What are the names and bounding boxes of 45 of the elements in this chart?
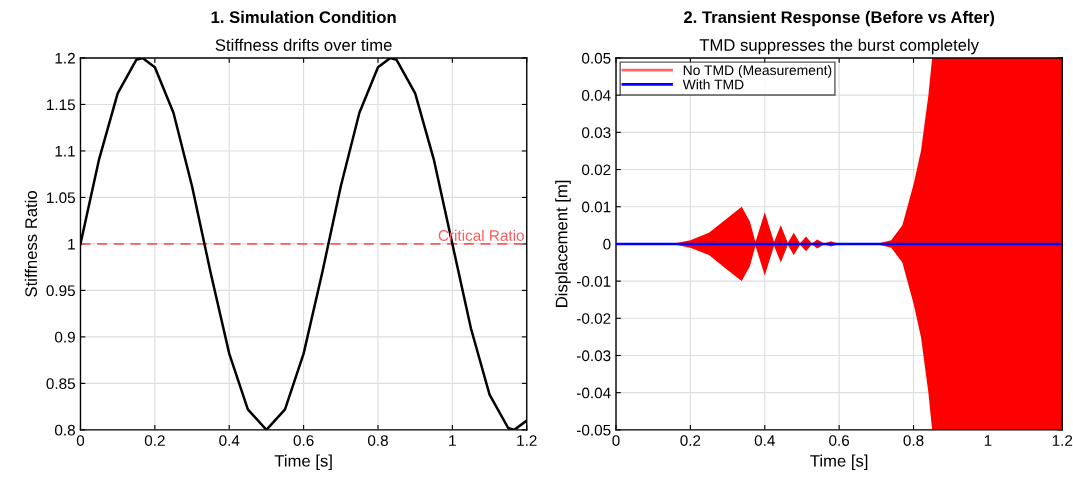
y-tick-label: 0.9 bbox=[54, 331, 75, 343]
x-tick-label: 0 bbox=[76, 435, 85, 446]
x-tick-label: 1.2 bbox=[1052, 435, 1073, 446]
x-tick-label: 0.6 bbox=[829, 435, 850, 446]
x-axis-title: Time [s] bbox=[274, 454, 332, 471]
x-tick-label: 0.8 bbox=[367, 435, 388, 446]
y-tick-label: 0.95 bbox=[46, 285, 75, 297]
x-tick-label: 0.2 bbox=[144, 435, 165, 446]
y-tick-label: 1.1 bbox=[55, 145, 75, 157]
y-tick-label: 1.2 bbox=[55, 52, 75, 64]
y-tick-label: 0.85 bbox=[46, 378, 75, 390]
y-tick-label: 0.05 bbox=[582, 52, 611, 64]
y-tick-label: 0.03 bbox=[582, 127, 611, 139]
y-tick-label: 0.01 bbox=[582, 201, 611, 213]
y-tick-label: -0.02 bbox=[577, 313, 611, 324]
y-axis-title: Stiffness Ratio bbox=[24, 191, 38, 297]
y-tick-label: 0.8 bbox=[54, 424, 75, 436]
x-tick-label: 0.4 bbox=[754, 435, 775, 446]
y-tick-label: -0.05 bbox=[577, 424, 611, 436]
chart-subtitle: TMD suppresses the burst completely bbox=[699, 38, 979, 55]
y-tick-label: -0.03 bbox=[577, 350, 611, 362]
x-tick-label: 0.6 bbox=[293, 435, 314, 446]
y-tick-label: -0.04 bbox=[577, 387, 611, 399]
x-tick-label: 1 bbox=[449, 435, 456, 446]
y-tick-label: 1 bbox=[68, 238, 75, 250]
x-tick-label: 0.4 bbox=[219, 435, 240, 446]
legend-label: With TMD bbox=[682, 79, 744, 90]
x-axis-title: Time [s] bbox=[810, 454, 868, 471]
chart-title: 1. Simulation Condition bbox=[211, 10, 396, 24]
x-tick-label: 0 bbox=[612, 435, 620, 446]
x-tick-label: 1 bbox=[984, 435, 992, 446]
x-tick-label: 0.2 bbox=[680, 435, 701, 446]
chart-title: 2. Transient Response (Before vs After) bbox=[683, 10, 995, 27]
legend-label: No TMD (Measurement) bbox=[683, 64, 832, 78]
y-tick-label: 1.15 bbox=[47, 99, 75, 111]
y-axis-title: Displacement [m] bbox=[555, 180, 571, 307]
y-tick-label: 1.05 bbox=[47, 192, 75, 204]
y-tick-label: 0.02 bbox=[582, 164, 611, 176]
y-tick-label: 0.04 bbox=[582, 90, 611, 101]
x-tick-label: 1.2 bbox=[517, 435, 537, 446]
x-tick-label: 0.8 bbox=[903, 435, 924, 446]
chart-subtitle: Stiffness drifts over time bbox=[215, 38, 392, 51]
line-series bbox=[80, 57, 527, 430]
y-tick-label: -0.01 bbox=[577, 275, 611, 287]
y-tick-label: 0 bbox=[603, 238, 611, 250]
